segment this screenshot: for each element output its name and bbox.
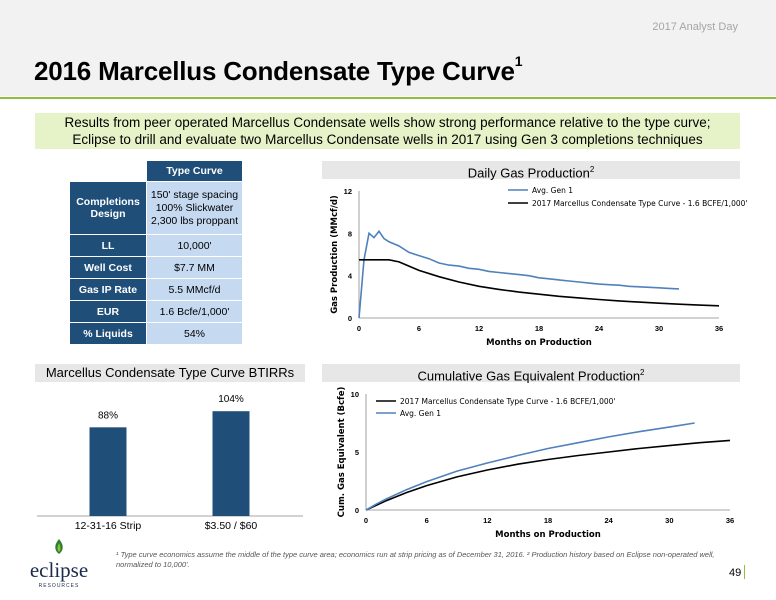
table-row: % Liquids 54% [69, 322, 243, 345]
x-tick-label: 6 [417, 324, 421, 333]
btirr-section-header: Marcellus Condensate Type Curve BTIRRs [35, 364, 305, 382]
y-tick-label: 12 [344, 187, 352, 196]
x-axis-title: Months on Production [495, 530, 601, 540]
row-value: 150' stage spacing 100% Slickwater 2,300… [146, 181, 243, 235]
bar-category-label: $3.50 / $60 [205, 520, 258, 532]
header-band [0, 0, 776, 96]
completions-line-2: 100% Slickwater [155, 201, 234, 214]
event-label: 2017 Analyst Day [652, 21, 738, 33]
page-title-text: 2016 Marcellus Condensate Type Curve [34, 56, 515, 86]
page-number: 49 [729, 567, 742, 579]
table-corner [69, 160, 147, 182]
summary-box: Results from peer operated Marcellus Con… [35, 113, 740, 149]
table-row: Completions Design 150' stage spacing 10… [69, 181, 243, 235]
x-tick-label: 6 [425, 516, 429, 525]
bar-data-label: 104% [218, 394, 244, 405]
bar-data-label: 88% [98, 410, 118, 421]
y-axis-title: Cum. Gas Equivalent (Bcfe) [337, 387, 347, 518]
cum-gas-section-header: Cumulative Gas Equivalent Production2 [322, 364, 740, 384]
bar-category-label: 12-31-16 Strip [75, 520, 142, 532]
row-label: LL [69, 234, 147, 257]
row-value: 54% [146, 322, 243, 345]
summary-line-2: Eclipse to drill and evaluate two Marcel… [72, 132, 703, 147]
cum-gas-footnote-mark: 2 [640, 368, 645, 377]
x-tick-label: 30 [665, 516, 673, 525]
table-row: EUR 1.6 Bcfe/1,000' [69, 300, 243, 323]
legend-entry: 2017 Marcellus Condensate Type Curve - 1… [532, 199, 747, 208]
row-value: 10,000' [146, 234, 243, 257]
row-label: EUR [69, 300, 147, 323]
cum-gas-title: Cumulative Gas Equivalent Production [417, 368, 641, 384]
type-curve-line [359, 258, 720, 307]
completions-line-3: 2,300 lbs proppant [151, 214, 238, 227]
x-tick-label: 24 [604, 516, 613, 525]
avg-gen1-line [365, 422, 695, 511]
daily-gas-footnote-mark: 2 [589, 165, 595, 174]
x-tick-label: 12 [483, 516, 491, 525]
x-tick-label: 0 [364, 516, 368, 525]
x-tick-label: 36 [726, 516, 734, 525]
y-tick-label: 5 [355, 448, 359, 457]
y-axis-title: Gas Production (MMcf/d) [330, 195, 340, 314]
completions-line-1: 150' stage spacing [150, 188, 239, 201]
header-divider [0, 97, 776, 99]
legend-entry: Avg. Gen 1 [400, 409, 441, 418]
eclipse-logo: eclipse RESOURCES [30, 539, 88, 589]
logo-wordmark: eclipse [30, 558, 88, 582]
row-label: % Liquids [69, 322, 147, 345]
summary-line-1: Results from peer operated Marcellus Con… [64, 115, 711, 130]
y-tick-label: 8 [348, 229, 352, 238]
row-label: Gas IP Rate [69, 278, 147, 301]
row-label: Completions Design [69, 181, 147, 235]
x-tick-label: 0 [357, 324, 361, 333]
x-axis-title: Months on Production [486, 338, 592, 348]
btirr-bar [212, 411, 250, 516]
title-footnote-mark: 1 [514, 53, 523, 70]
row-value: 5.5 MMcf/d [146, 278, 243, 301]
page-title: 2016 Marcellus Condensate Type Curve1 [34, 53, 523, 87]
x-tick-label: 18 [535, 324, 543, 333]
y-tick-label: 10 [351, 390, 359, 399]
x-tick-label: 30 [655, 324, 663, 333]
type-curve-table: Type Curve Completions Design 150' stage… [69, 160, 243, 345]
y-tick-label: 0 [355, 506, 359, 515]
legend-entry: 2017 Marcellus Condensate Type Curve - 1… [400, 397, 615, 406]
y-tick-label: 0 [348, 314, 352, 323]
x-tick-label: 36 [715, 324, 723, 333]
avg-gen1-line [358, 229, 680, 319]
table-row: Gas IP Rate 5.5 MMcf/d [69, 278, 243, 301]
x-tick-label: 12 [475, 324, 483, 333]
logo-tagline: RESOURCES [39, 583, 80, 589]
daily-gas-title: Daily Gas Production [467, 165, 590, 181]
legend-entry: Avg. Gen 1 [532, 186, 573, 195]
type-curve-line [365, 439, 731, 511]
footnote: ¹ Type curve economics assume the middle… [116, 550, 715, 569]
btirr-bar [89, 427, 127, 516]
x-tick-label: 18 [544, 516, 552, 525]
row-value: 1.6 Bcfe/1,000' [146, 300, 243, 323]
page-number-rule [744, 565, 745, 579]
daily-gas-section-header: Daily Gas Production2 [322, 161, 740, 181]
table-row: LL 10,000' [69, 234, 243, 257]
x-tick-label: 24 [595, 324, 604, 333]
y-tick-label: 4 [348, 272, 353, 281]
